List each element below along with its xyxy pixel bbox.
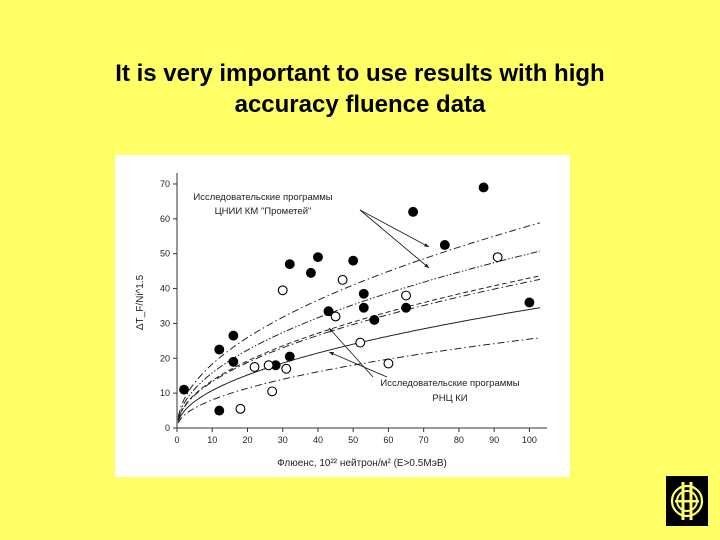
annotation-arrow (328, 327, 374, 378)
trend-curve (177, 278, 541, 421)
y-tick-label: 50 (160, 249, 170, 259)
data-point-filled (228, 356, 239, 367)
slide-title-line-1: It is very important to use results with… (115, 60, 605, 87)
y-tick-label: 40 (160, 284, 170, 294)
data-point-filled (214, 405, 225, 416)
data-point-open (337, 274, 348, 285)
annotation-label: ЦНИИ КМ "Прометей" (215, 206, 312, 217)
x-tick-label: 10 (207, 435, 217, 445)
y-tick-label: 20 (160, 353, 170, 363)
data-point-filled (358, 302, 369, 313)
trend-curve (177, 337, 541, 424)
x-tick-label: 70 (419, 435, 429, 445)
y-tick-label: 30 (160, 318, 170, 328)
data-point-open (401, 290, 411, 301)
y-tick-label: 10 (160, 388, 170, 398)
trend-curve (177, 222, 541, 418)
data-point-open (355, 337, 366, 348)
y-tick-label: 0 (165, 423, 170, 433)
slide-title-line-2: accuracy fluence data (234, 91, 486, 118)
data-point-open (263, 360, 274, 371)
institute-logo-icon (666, 476, 708, 526)
data-point-filled (348, 255, 359, 266)
annotation-label: РНЦ КИ (432, 393, 467, 404)
data-point-open (281, 363, 292, 374)
data-point-filled (284, 259, 295, 270)
data-point-open (267, 386, 278, 397)
x-tick-label: 40 (313, 435, 323, 445)
data-point-filled (369, 314, 380, 325)
x-axis-label: Флюенс, 10²² нейтрон/м² (E>0.5МэВ) (277, 458, 447, 469)
fluence-scatter-chart: 0 10 20 30 40 50 60 70 80 90 100 0 10 20 30 40 50 60 70 Флю… (135, 173, 547, 469)
y-axis-label: ΔT_F/Ni^1.5 (135, 274, 146, 330)
data-point-filled (284, 351, 295, 362)
x-tick-label: 60 (383, 435, 393, 445)
slide-title: It is very important to use results with… (0, 58, 720, 120)
x-tick-label: 80 (454, 435, 464, 445)
annotation-label: Исследовательские программы (193, 192, 332, 203)
x-tick-label: 30 (278, 435, 288, 445)
data-point-filled (358, 288, 369, 299)
data-point-filled (305, 267, 316, 278)
chart-figure: 0 10 20 30 40 50 60 70 80 90 100 0 10 20 30 40 50 60 70 Флю… (115, 155, 570, 477)
y-tick-label: 60 (160, 214, 170, 224)
annotation-arrowhead (329, 352, 334, 356)
annotation-arrowhead (424, 243, 429, 247)
annotation-arrowhead (424, 263, 429, 268)
x-tick-label: 50 (348, 435, 358, 445)
annotation-arrowhead (329, 328, 334, 333)
trend-curve (177, 250, 541, 419)
data-point-filled (401, 302, 411, 313)
x-tick-label: 0 (174, 435, 179, 445)
data-point-open (383, 358, 394, 369)
data-point-filled (179, 384, 189, 395)
annotation-label: Исследовательские программы (380, 378, 519, 389)
data-point-filled (408, 206, 419, 217)
annotation-arrow (359, 209, 430, 248)
data-point-filled (313, 252, 323, 263)
annotation-arrow (328, 351, 388, 378)
data-point-filled (228, 330, 239, 341)
trend-curve (177, 275, 541, 420)
x-tick-label: 100 (522, 435, 537, 445)
data-point-filled (323, 306, 334, 317)
data-point-open (330, 311, 341, 322)
data-point-open (235, 403, 246, 414)
data-point-open (277, 285, 288, 296)
x-tick-label: 90 (489, 435, 499, 445)
data-point-filled (478, 182, 489, 193)
data-point-filled (214, 344, 225, 355)
data-point-open (249, 362, 260, 372)
data-point-filled (439, 240, 450, 250)
data-point-open (492, 252, 503, 263)
annotation-arrow (359, 209, 430, 269)
y-tick-label: 70 (160, 179, 170, 189)
x-tick-label: 20 (242, 435, 252, 445)
data-point-filled (524, 297, 535, 308)
